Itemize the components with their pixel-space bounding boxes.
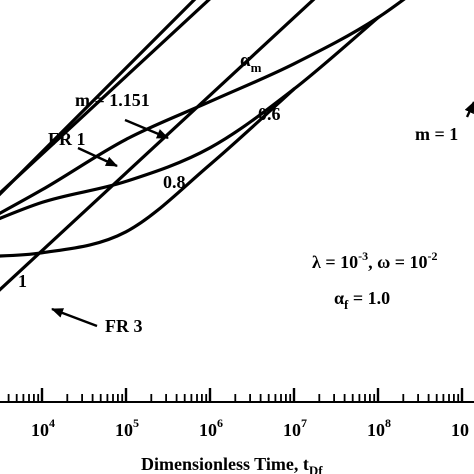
m-1-label: m = 1 <box>415 124 458 144</box>
x-axis-label: Dimensionless Time, tDf <box>141 454 323 474</box>
alpha-f-label: αf = 1.0 <box>334 288 390 312</box>
series-line-0-6 <box>0 0 406 216</box>
series-08-label: 0.8 <box>163 172 186 192</box>
lambda-omega-label: λ = 10-3, ω = 10-2 <box>312 249 438 272</box>
m-1151-arrow <box>124 118 169 140</box>
x-tick-label: 104 <box>31 416 55 440</box>
arrows-layer <box>51 101 474 328</box>
series-line-fr-1 <box>0 0 211 196</box>
alpha-m-label: αm <box>240 50 262 75</box>
series-line-fr-3 <box>0 0 316 292</box>
fr1-label: FR 1 <box>48 129 86 149</box>
x-tick-label: 10 <box>451 420 469 440</box>
x-tick-label: 105 <box>115 416 139 440</box>
series-line-1 <box>0 87 296 258</box>
m-1-arrow <box>464 101 474 118</box>
x-tick-label: 107 <box>283 416 307 440</box>
x-axis-ticks <box>7 388 464 402</box>
x-axis-tick-labels: 104 105 106 107 108 10 <box>31 416 469 440</box>
series-line-0-8 <box>0 16 380 221</box>
x-tick-label: 106 <box>199 416 223 440</box>
fr3-arrow <box>51 307 98 328</box>
curves-layer <box>0 0 406 292</box>
m-1151-label: m = 1.151 <box>75 90 150 110</box>
series-06-label: 0.6 <box>258 104 281 124</box>
series-1-label: 1 <box>18 271 27 291</box>
x-tick-label: 108 <box>367 416 391 440</box>
labels-layer: αm m = 1.151 0.6 FR 1 m = 1 0.8 λ = 10-3… <box>18 50 458 336</box>
fr1-arrow <box>77 146 118 168</box>
fr3-label: FR 3 <box>105 316 143 336</box>
